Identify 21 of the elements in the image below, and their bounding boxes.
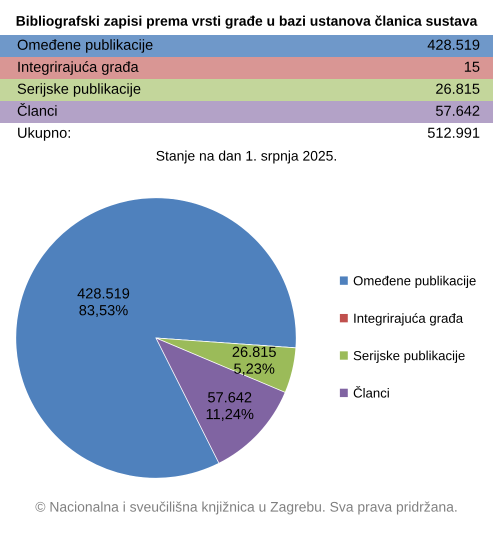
category-label: Integrirajuća građa (18, 61, 139, 75)
text: 512.991 (428, 128, 480, 138)
legend-label: Serijske publikacije (354, 350, 465, 363)
chart-subtitle: Stanje na dan 1. srpnja 2025. (156, 150, 336, 164)
legend-label: Omeđene publikacije (354, 276, 476, 288)
text: 428.519 (428, 40, 480, 50)
legend-label: Integrirajuća građa (354, 313, 464, 326)
category-label: Članci (18, 103, 57, 116)
pie-slice (15, 197, 297, 479)
text: Ukupno: (18, 127, 70, 141)
text: 15 (464, 62, 480, 72)
chart-title: Bibliografski zapisi prema vrsti građe u bazi ustanova članica sustava (16, 15, 478, 29)
text: 26.815 (436, 84, 480, 94)
category-label: Serijske publikacije (18, 83, 140, 97)
text: 57.642 (436, 106, 480, 116)
data-label: 26.815 5,23% (232, 346, 276, 376)
data-label: 428.519 83,53% (77, 288, 130, 318)
legend-label: Članci (354, 386, 389, 398)
text: © Nacionalna i sveučilišna knjižnica u Zagrebu. Sva prava pridržana. (35, 502, 456, 514)
data-label: 57.642 11,24% (206, 392, 254, 421)
category-label: Omeđene publikacije (18, 39, 153, 53)
